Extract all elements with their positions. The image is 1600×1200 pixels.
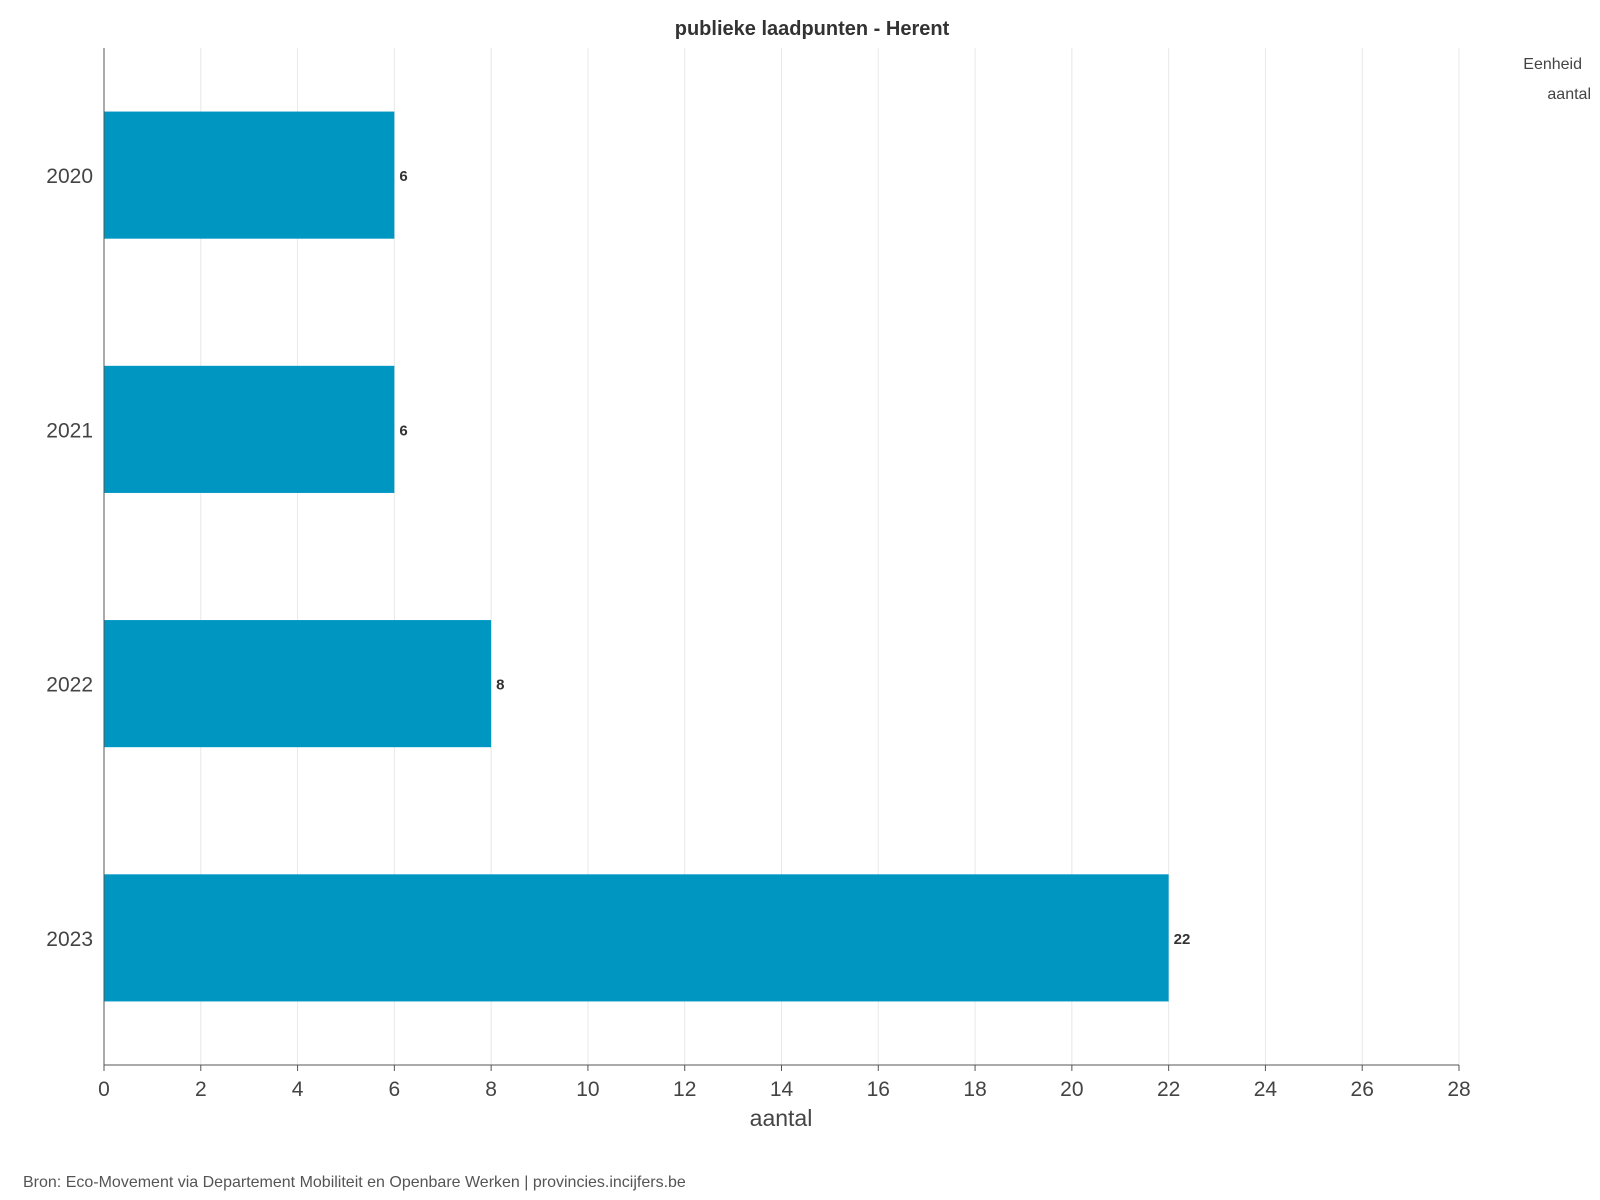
legend-title: Eenheid xyxy=(1523,56,1582,73)
legend-entry[interactable]: aantal xyxy=(1547,86,1591,103)
x-tick-label: 24 xyxy=(1254,1078,1278,1101)
x-tick-label: 10 xyxy=(576,1078,599,1101)
x-tick-label: 2 xyxy=(195,1078,207,1101)
x-tick-label: 8 xyxy=(485,1078,497,1101)
chart-title: publieke laadpunten - Herent xyxy=(675,18,950,40)
y-tick-label: 2023 xyxy=(46,928,93,951)
bar-2021[interactable] xyxy=(104,365,395,493)
x-tick-label: 12 xyxy=(673,1078,696,1101)
bar-2022[interactable] xyxy=(104,620,492,748)
x-tick-label: 18 xyxy=(963,1078,986,1101)
data-label: 6 xyxy=(399,168,407,185)
x-tick-label: 6 xyxy=(389,1078,401,1101)
x-tick-label: 16 xyxy=(867,1078,890,1101)
x-tick-label: 22 xyxy=(1157,1078,1180,1101)
data-label: 22 xyxy=(1174,931,1191,948)
bars xyxy=(104,111,1169,1002)
bar-2020[interactable] xyxy=(104,111,395,239)
y-tick-label: 2022 xyxy=(46,674,93,697)
grid-lines xyxy=(200,48,1460,1065)
x-tick-label: 26 xyxy=(1351,1078,1374,1101)
tick-labels: 0 2 4 6 8 10 12 14 16 18 20 22 24 26 28202020212022202… xyxy=(46,165,1470,1101)
x-tick-label: 4 xyxy=(292,1078,304,1101)
x-tick-label: 20 xyxy=(1060,1078,1083,1101)
y-tick-label: 2021 xyxy=(46,419,93,442)
data-label: 6 xyxy=(399,422,407,439)
data-label: 8 xyxy=(496,677,504,694)
x-axis-label: aantal xyxy=(750,1105,813,1131)
data-labels: 6 6 8 22 xyxy=(399,168,1190,948)
x-tick-label: 28 xyxy=(1447,1078,1470,1101)
x-tick-label: 14 xyxy=(770,1078,794,1101)
y-tick-label: 2020 xyxy=(46,165,93,188)
bar-2023[interactable] xyxy=(104,874,1169,1002)
x-tick-label: 0 xyxy=(98,1078,110,1101)
source-note: Bron: Eco-Movement via Departement Mobil… xyxy=(23,1174,686,1191)
